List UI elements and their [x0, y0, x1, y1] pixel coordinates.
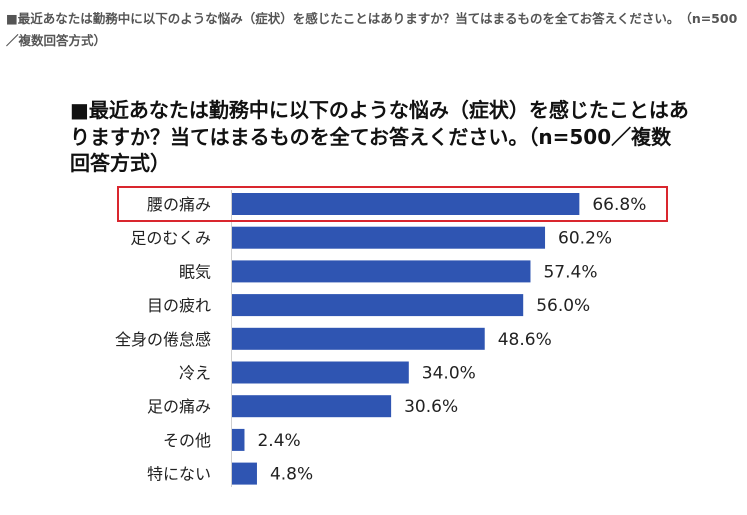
category-label: 腰の痛み	[147, 195, 211, 214]
value-label: 60.2%	[558, 229, 612, 249]
bar	[232, 226, 546, 249]
category-label: 足のむくみ	[130, 229, 211, 248]
bar	[232, 327, 485, 350]
category-label: 足の痛み	[147, 397, 211, 416]
bar	[232, 294, 524, 317]
value-label: 34.0%	[422, 364, 476, 384]
value-label: 56.0%	[536, 296, 590, 316]
chart-title: ■最近あなたは勤務中に以下のような悩み（症状）を感じたことはありますか？当てはま…	[70, 98, 689, 175]
category-label: その他	[163, 431, 211, 450]
value-label: 2.4%	[257, 431, 300, 451]
bar	[232, 361, 409, 384]
highlight-box	[117, 186, 668, 222]
bar	[232, 395, 392, 418]
category-label: 目の疲れ	[147, 296, 211, 315]
value-label: 66.8%	[592, 195, 646, 215]
bar	[232, 462, 257, 485]
category-label: 全身の倦怠感	[115, 330, 211, 349]
value-label: 48.6%	[498, 330, 552, 350]
category-label: 眠気	[179, 262, 211, 281]
category-label: 特にない	[147, 465, 211, 484]
page-caption: ■最近あなたは勤務中に以下のような悩み（症状）を感じたことはありますか？当てはま…	[6, 11, 738, 48]
bars-layer: 腰の痛み 66.8% 足のむくみ 60.2% 眠気 57.4% 目の疲れ 56.0% 全身の倦怠…	[115, 186, 668, 485]
value-label: 57.4%	[543, 262, 597, 282]
bar	[232, 428, 245, 451]
bar	[232, 260, 531, 283]
value-label: 4.8%	[270, 465, 313, 485]
category-label: 冷え	[179, 364, 211, 383]
value-label: 30.6%	[404, 397, 458, 417]
bar	[232, 193, 580, 215]
